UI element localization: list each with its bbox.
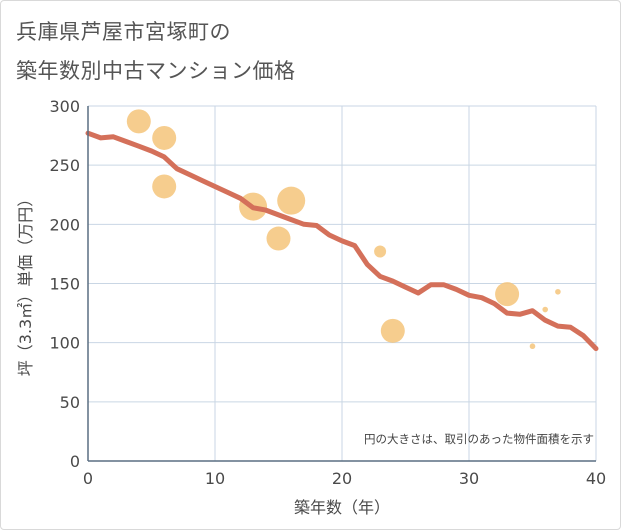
scatter-point (266, 226, 291, 251)
trend-line (85, 130, 599, 352)
scatter-point (495, 282, 520, 307)
chart-title-line1: 兵庫県芦屋市宮塚町の (16, 20, 231, 44)
scatter-point (152, 125, 177, 150)
y-tick-label: 250 (49, 156, 80, 175)
scatter-point (555, 288, 561, 295)
grid-lines (88, 105, 597, 461)
y-tick-label: 0 (70, 452, 80, 471)
scatter-point (277, 186, 306, 215)
x-tick-label: 0 (83, 469, 93, 488)
y-tick-label: 200 (49, 215, 80, 234)
scatter-point (380, 318, 405, 343)
y-axis-label: 坪（3.3㎡）単価（万円） (16, 191, 35, 376)
scatter-points (126, 109, 561, 350)
scatter-point (152, 174, 177, 199)
chart-title-line2: 築年数別中古マンション価格 (16, 59, 296, 83)
scatter-point (542, 306, 548, 313)
tick-labels: 0 50 100 150 200 250 300 0 10 20 30 40 (49, 97, 606, 488)
x-axis-label: 築年数（年） (294, 498, 390, 517)
y-tick-label: 150 (49, 275, 80, 294)
x-tick-label: 20 (332, 469, 352, 488)
y-tick-label: 100 (49, 334, 80, 353)
scatter-point (126, 109, 151, 134)
y-tick-label: 300 (49, 97, 80, 116)
x-tick-label: 30 (459, 469, 479, 488)
scatter-point (529, 343, 536, 350)
x-tick-label: 10 (205, 469, 225, 488)
x-tick-label: 40 (586, 469, 606, 488)
size-note: 円の大きさは、取引のあった物件面積を示す (364, 432, 594, 446)
axes (87, 106, 596, 462)
scatter-point (374, 245, 387, 258)
y-tick-label: 50 (60, 393, 80, 412)
